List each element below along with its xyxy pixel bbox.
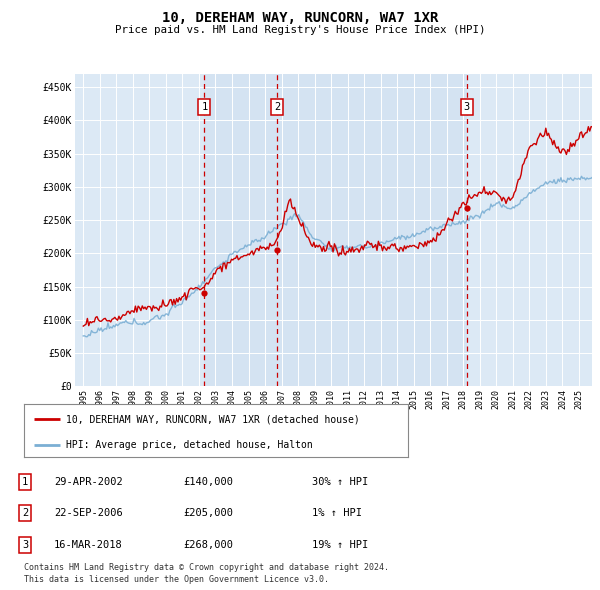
Text: £268,000: £268,000 [183, 540, 233, 550]
Text: 3: 3 [464, 101, 470, 112]
Text: Price paid vs. HM Land Registry's House Price Index (HPI): Price paid vs. HM Land Registry's House … [115, 25, 485, 35]
Text: 1: 1 [22, 477, 28, 487]
Bar [277, 74, 467, 386]
Text: Contains HM Land Registry data © Crown copyright and database right 2024.: Contains HM Land Registry data © Crown c… [24, 563, 389, 572]
Text: 29-APR-2002: 29-APR-2002 [54, 477, 123, 487]
Text: 22-SEP-2006: 22-SEP-2006 [54, 509, 123, 518]
Text: 1: 1 [201, 101, 208, 112]
Text: £140,000: £140,000 [183, 477, 233, 487]
Text: HPI: Average price, detached house, Halton: HPI: Average price, detached house, Halt… [66, 440, 313, 450]
Text: 10, DEREHAM WAY, RUNCORN, WA7 1XR: 10, DEREHAM WAY, RUNCORN, WA7 1XR [162, 11, 438, 25]
Text: 1% ↑ HPI: 1% ↑ HPI [312, 509, 362, 518]
Bar [205, 74, 277, 386]
Text: 2: 2 [274, 101, 280, 112]
Text: 3: 3 [22, 540, 28, 550]
Text: £205,000: £205,000 [183, 509, 233, 518]
Text: This data is licensed under the Open Government Licence v3.0.: This data is licensed under the Open Gov… [24, 575, 329, 584]
Text: 19% ↑ HPI: 19% ↑ HPI [312, 540, 368, 550]
Text: 10, DEREHAM WAY, RUNCORN, WA7 1XR (detached house): 10, DEREHAM WAY, RUNCORN, WA7 1XR (detac… [66, 414, 360, 424]
Text: 16-MAR-2018: 16-MAR-2018 [54, 540, 123, 550]
Text: 30% ↑ HPI: 30% ↑ HPI [312, 477, 368, 487]
Text: 2: 2 [22, 509, 28, 518]
